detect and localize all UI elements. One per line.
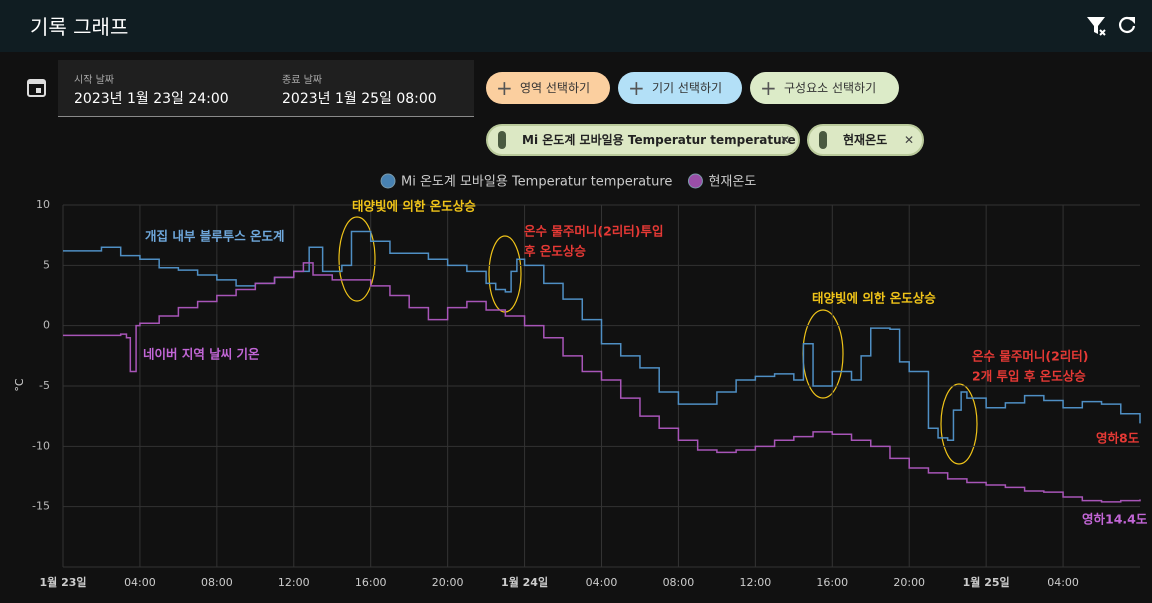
- x-tick-label: 1월 25일: [963, 575, 1010, 589]
- y-tick-label: 10: [36, 198, 50, 211]
- x-tick-label: 1월 24일: [501, 575, 548, 589]
- entity-chip[interactable]: 현재온도 ✕: [807, 124, 924, 156]
- chip-label: 현재온도: [843, 133, 888, 147]
- label: 종료 날짜: [282, 75, 322, 86]
- entity-chip[interactable]: Mi 온도계 모바일용 Temperatur temperature ✕: [486, 124, 800, 156]
- calendar-icon[interactable]: [26, 76, 48, 98]
- annotation: 온수 물주머니(2리터): [972, 349, 1088, 364]
- legend-swatch: [687, 173, 703, 189]
- page-title: 기록 그래프: [30, 15, 129, 39]
- y-tick-label: 0: [43, 319, 50, 332]
- x-tick-label: 04:00: [124, 576, 156, 589]
- value: 2023년 1월 25일 08:00: [282, 91, 437, 107]
- highlight-ellipses: [338, 216, 978, 465]
- series-line: [63, 262, 1141, 503]
- label: 시작 날짜: [74, 75, 114, 86]
- annotation: 후 온도상승: [524, 244, 586, 259]
- refresh-icon[interactable]: [1119, 16, 1136, 33]
- chip-label: 구성요소 선택하기: [784, 81, 877, 95]
- top-bar: 기록 그래프: [0, 0, 1152, 52]
- annotation: 영하14.4도: [1082, 512, 1148, 527]
- x-tick-label: 20:00: [893, 576, 925, 589]
- y-tick-label: -10: [32, 439, 50, 452]
- value: 2023년 1월 23일 24:00: [74, 91, 229, 107]
- annotation: 태양빛에 의한 온도상승: [352, 199, 476, 214]
- x-tick-label: 16:00: [355, 576, 387, 589]
- annotation: 영하8도: [1096, 431, 1140, 446]
- entity-picker[interactable]: + 구성요소 선택하기: [750, 72, 899, 104]
- x-tick-label: 16:00: [816, 576, 848, 589]
- start-date[interactable]: 시작 날짜 2023년 1월 23일 24:00: [58, 60, 266, 117]
- area-picker[interactable]: + 영역 선택하기: [486, 72, 610, 104]
- annotation: 개집 내부 블루투스 온도계: [145, 229, 285, 244]
- annotation: 태양빛에 의한 온도상승: [812, 291, 936, 306]
- annotation: 네이버 지역 날씨 기온: [143, 347, 260, 362]
- y-tick-label: -5: [39, 379, 50, 392]
- filter-icon[interactable]: [1087, 17, 1105, 34]
- x-tick-label: 04:00: [586, 576, 618, 589]
- x-tick-label: 08:00: [201, 576, 233, 589]
- chip-label: Mi 온도계 모바일용 Temperatur temperature: [522, 133, 796, 147]
- y-tick-label: 5: [43, 258, 50, 271]
- x-tick-label: 08:00: [663, 576, 695, 589]
- y-axis-label: °C: [13, 378, 26, 392]
- end-date[interactable]: 종료 날짜 2023년 1월 25일 08:00: [266, 60, 474, 117]
- x-tick-label: 1월 23일: [39, 575, 86, 589]
- annotation: 2개 투입 후 온도상승: [972, 369, 1086, 384]
- y-tick-label: -15: [32, 500, 50, 513]
- x-tick-label: 12:00: [740, 576, 772, 589]
- legend-label: Mi 온도계 모바일용 Temperatur temperature: [401, 175, 672, 190]
- chip-label: 영역 선택하기: [520, 81, 591, 95]
- x-tick-label: 20:00: [432, 576, 464, 589]
- toolbar-icons: [1087, 16, 1136, 36]
- legend-swatch: [380, 173, 396, 189]
- x-tick-label: 04:00: [1047, 576, 1079, 589]
- legend-label: 현재온도: [708, 175, 756, 190]
- device-picker[interactable]: + 기기 선택하기: [618, 72, 742, 104]
- annotation: 온수 물주머니(2리터)투입: [524, 224, 663, 239]
- chip-label: 기기 선택하기: [652, 81, 723, 95]
- x-tick-label: 12:00: [278, 576, 310, 589]
